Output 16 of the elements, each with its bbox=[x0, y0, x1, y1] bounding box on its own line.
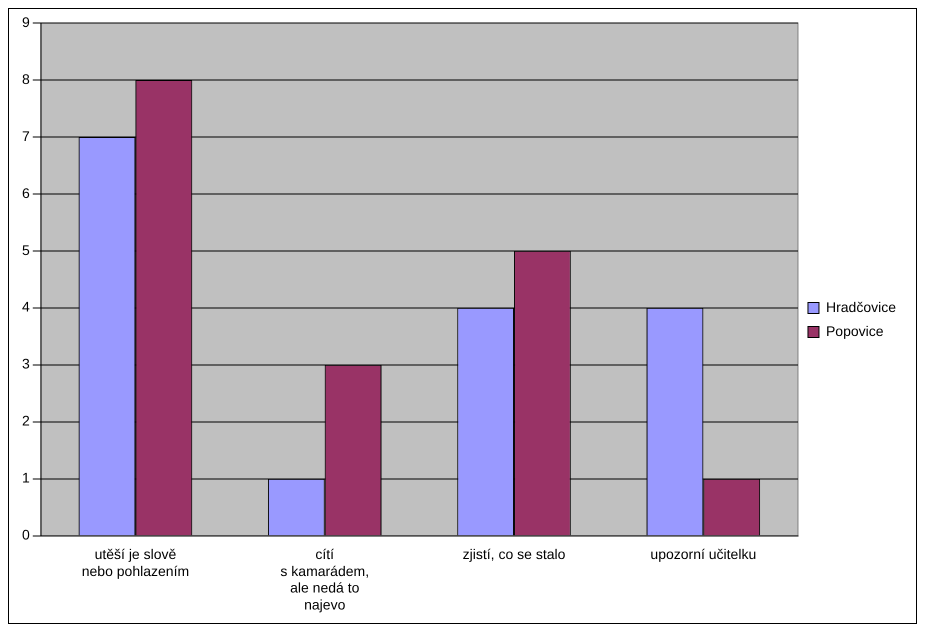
y-tick-label: 8 bbox=[22, 70, 30, 87]
y-tick-label: 6 bbox=[22, 184, 30, 201]
y-tick-label: 0 bbox=[22, 526, 30, 543]
x-tick-label: utěší je slově nebo pohlazením bbox=[82, 546, 190, 579]
y-tick-label: 9 bbox=[22, 14, 30, 30]
x-tick-label: upozorní učitelku bbox=[650, 546, 756, 562]
y-tick-label: 5 bbox=[22, 242, 30, 258]
x-tick-label: zjistí, co se stalo bbox=[462, 546, 566, 562]
x-tick-label: cítí s kamarádem, ale nedá to najevo bbox=[280, 546, 370, 612]
y-tick-label: 3 bbox=[22, 356, 30, 372]
y-tick-label: 7 bbox=[22, 128, 30, 144]
y-tick-label: 1 bbox=[22, 470, 30, 486]
legend-label: Hradčovice bbox=[826, 298, 896, 315]
y-tick-label: 4 bbox=[22, 298, 30, 315]
y-tick-label: 2 bbox=[22, 412, 30, 429]
legend-label: Popovice bbox=[826, 322, 884, 339]
